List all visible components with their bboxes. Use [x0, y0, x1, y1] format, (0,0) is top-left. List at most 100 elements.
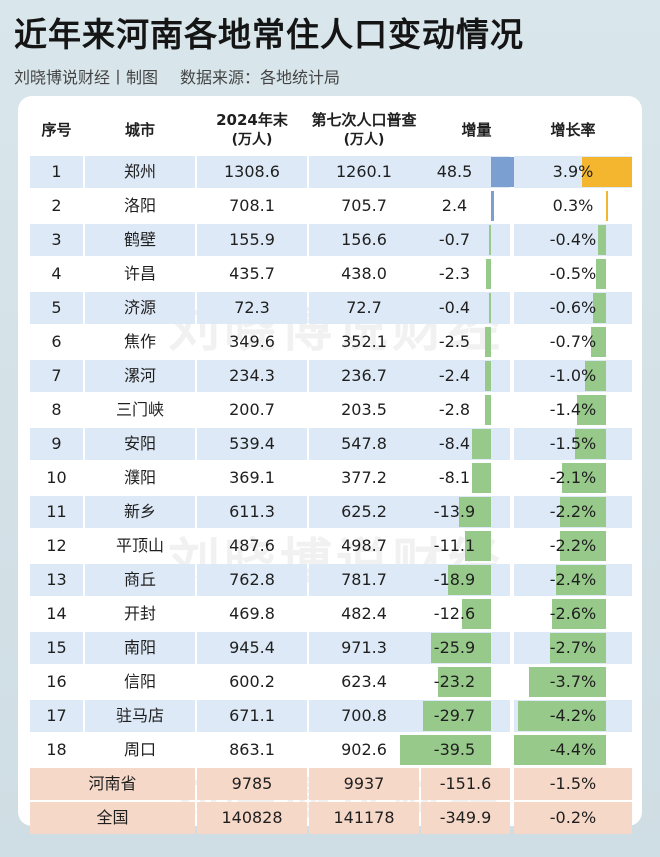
row-pop2024: 155.9	[197, 224, 307, 256]
table-row: 11 新乡 611.3 625.2 -13.9 -2.2%	[30, 496, 632, 530]
row-census7: 438.0	[341, 264, 387, 283]
rate-label: -2.2%	[549, 536, 597, 555]
change-cell: -0.4	[399, 292, 510, 324]
rate-bar	[591, 327, 606, 357]
rate-cell: -0.7%	[514, 326, 632, 358]
header-pop2024-unit: (万人)	[231, 132, 273, 148]
table-body: 1 郑州 1308.6 1260.1 48.5 3.9% 2 洛阳 708.1 705.7 2.4 0…	[30, 156, 632, 836]
rate-bar	[560, 531, 606, 561]
change-cell: -2.5	[399, 326, 510, 358]
rate-cell: -4.4%	[514, 734, 632, 766]
rate-label: -3.7%	[549, 672, 597, 691]
row-city: 南阳	[85, 632, 195, 664]
row-city: 新乡	[85, 496, 195, 528]
rate-bar	[514, 735, 606, 765]
row-census7: 203.5	[341, 400, 387, 419]
total-pop2024: 9785	[197, 768, 307, 800]
rate-label: -2.6%	[549, 604, 597, 623]
change-cell: -12.6	[399, 598, 510, 630]
rate-label: -1.4%	[549, 400, 597, 419]
rate-label: 0.3%	[552, 196, 594, 215]
table-row: 13 商丘 762.8 781.7 -18.9 -2.4%	[30, 564, 632, 598]
total-change: -349.9	[421, 802, 510, 834]
change-cell: -25.9	[399, 632, 510, 664]
rate-cell: -2.1%	[514, 462, 632, 494]
row-index: 14	[46, 604, 67, 623]
row-pop2024: 487.6	[229, 536, 275, 555]
total-census7: 9937	[309, 768, 419, 800]
row-city: 驻马店	[85, 700, 195, 732]
data-source: 数据来源：各地统计局	[180, 68, 341, 87]
rate-cell: -0.6%	[514, 292, 632, 324]
row-index: 11	[30, 496, 83, 528]
change-cell: -18.9	[399, 564, 510, 596]
change-cell: -13.9	[399, 496, 510, 528]
row-city: 濮阳	[123, 468, 156, 487]
row-index: 3	[30, 224, 83, 256]
change-bar	[485, 327, 491, 357]
rate-label: -0.4%	[549, 230, 597, 249]
rate-cell: -1.4%	[514, 394, 632, 426]
row-city: 开封	[123, 604, 156, 623]
rate-bar	[555, 565, 606, 595]
rate-cell: -2.7%	[514, 632, 632, 664]
rate-label: -2.7%	[549, 638, 597, 657]
change-label: -23.2	[433, 672, 476, 691]
change-cell: -23.2	[399, 666, 510, 698]
rate-bar	[595, 259, 606, 289]
row-city: 济源	[85, 292, 195, 324]
row-index: 16	[46, 672, 67, 691]
change-cell: -2.3	[399, 258, 510, 290]
row-pop2024: 600.2	[229, 672, 275, 691]
rate-cell: -1.0%	[514, 360, 632, 392]
row-pop2024: 349.6	[229, 332, 275, 351]
change-cell: -29.7	[399, 700, 510, 732]
table-row: 16 信阳 600.2 623.4 -23.2 -3.7%	[30, 666, 632, 700]
change-label: -2.5	[438, 332, 471, 351]
change-bar	[485, 361, 491, 391]
row-census7: 352.1	[341, 332, 387, 351]
row-city: 鹤壁	[85, 224, 195, 256]
rate-label: -1.0%	[549, 366, 597, 385]
row-city: 洛阳	[123, 196, 156, 215]
rate-bar	[593, 293, 606, 323]
table-row: 7 漯河 234.3 236.7 -2.4 -1.0%	[30, 360, 632, 394]
change-bar	[472, 463, 491, 493]
rate-bar	[518, 701, 606, 731]
header-census7: 第七次人口普查 (万人)	[309, 104, 419, 156]
row-pop2024: 611.3	[197, 496, 307, 528]
header-change: 增量	[461, 121, 492, 139]
change-label: -8.1	[438, 468, 471, 487]
change-label: -0.4	[438, 298, 471, 317]
row-city: 平顶山	[115, 536, 164, 555]
rate-cell: -2.2%	[514, 530, 632, 562]
row-index: 2	[51, 196, 62, 215]
change-bar	[447, 565, 491, 595]
change-bar	[465, 531, 491, 561]
header-city: 城市	[124, 121, 155, 139]
rate-label: -2.2%	[549, 502, 597, 521]
row-census7: 623.4	[341, 672, 387, 691]
row-index: 10	[46, 468, 67, 487]
rate-label: 3.9%	[552, 162, 594, 181]
table-row: 10 濮阳 369.1 377.2 -8.1 -2.1%	[30, 462, 632, 496]
page-title: 近年来河南各地常住人口变动情况	[14, 15, 524, 54]
change-cell: -0.7	[399, 224, 510, 256]
table-row: 4 许昌 435.7 438.0 -2.3 -0.5%	[30, 258, 632, 292]
row-index: 13	[30, 564, 83, 596]
row-index: 4	[51, 264, 62, 283]
rate-bar	[528, 667, 606, 697]
total-label: 全国	[30, 802, 195, 834]
change-label: -2.8	[438, 400, 471, 419]
table-row: 17 驻马店 671.1 700.8 -29.7 -4.2%	[30, 700, 632, 734]
rate-bar	[549, 633, 606, 663]
row-city: 信阳	[123, 672, 156, 691]
row-pop2024: 671.1	[197, 700, 307, 732]
row-index: 18	[46, 740, 67, 759]
change-bar	[484, 395, 491, 425]
header-census7-label: 第七次人口普查	[311, 111, 417, 129]
row-pop2024: 200.7	[229, 400, 275, 419]
change-label: -39.5	[433, 740, 476, 759]
change-bar	[422, 701, 491, 731]
